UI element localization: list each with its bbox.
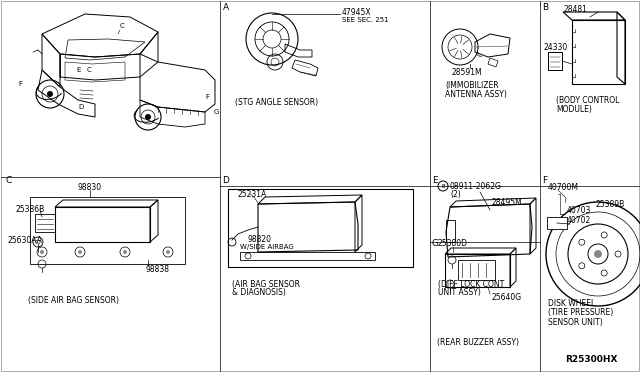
Text: (SIDE AIR BAG SENSOR): (SIDE AIR BAG SENSOR) bbox=[28, 295, 119, 305]
Text: L: L bbox=[476, 51, 479, 57]
Text: DISK WHEEL: DISK WHEEL bbox=[548, 299, 595, 308]
Text: 25231A: 25231A bbox=[237, 189, 266, 199]
Text: B: B bbox=[441, 183, 445, 189]
Text: & DIAGNOSIS): & DIAGNOSIS) bbox=[232, 289, 286, 298]
Text: 25380D: 25380D bbox=[437, 240, 467, 248]
Text: 98830: 98830 bbox=[78, 183, 102, 192]
Text: (IMMOBILIZER: (IMMOBILIZER bbox=[445, 80, 499, 90]
Text: F: F bbox=[542, 176, 547, 185]
Text: G: G bbox=[432, 240, 439, 248]
Text: D: D bbox=[222, 176, 229, 185]
Text: D: D bbox=[78, 104, 83, 110]
Text: F: F bbox=[205, 94, 209, 100]
Text: (2): (2) bbox=[450, 189, 461, 199]
Text: UNIT ASSY): UNIT ASSY) bbox=[438, 289, 481, 298]
Text: G: G bbox=[214, 109, 220, 115]
Text: (AIR BAG SENSOR: (AIR BAG SENSOR bbox=[232, 279, 300, 289]
Text: MODULE): MODULE) bbox=[556, 105, 592, 113]
Text: C: C bbox=[120, 23, 125, 29]
Text: C: C bbox=[87, 67, 92, 73]
Text: 25630AA: 25630AA bbox=[8, 235, 43, 244]
Text: R25300HX: R25300HX bbox=[565, 356, 618, 365]
Circle shape bbox=[145, 114, 151, 120]
Text: 25389B: 25389B bbox=[596, 199, 625, 208]
Circle shape bbox=[166, 250, 170, 254]
Text: 25386B: 25386B bbox=[15, 205, 44, 214]
Text: (REAR BUZZER ASSY): (REAR BUZZER ASSY) bbox=[437, 337, 519, 346]
Text: (BODY CONTROL: (BODY CONTROL bbox=[556, 96, 620, 105]
Text: 98820: 98820 bbox=[248, 234, 272, 244]
Text: SEE SEC. 251: SEE SEC. 251 bbox=[342, 17, 388, 23]
Text: 98838: 98838 bbox=[145, 266, 169, 275]
Text: 25640G: 25640G bbox=[492, 292, 522, 301]
Text: W/SIDE AIRBAG: W/SIDE AIRBAG bbox=[240, 244, 294, 250]
Text: E: E bbox=[432, 176, 438, 185]
Text: C: C bbox=[5, 176, 12, 185]
Circle shape bbox=[40, 250, 44, 254]
Text: (TIRE PRESSURE): (TIRE PRESSURE) bbox=[548, 308, 613, 317]
Text: 40702: 40702 bbox=[567, 215, 591, 224]
Text: B: B bbox=[542, 3, 548, 12]
Circle shape bbox=[594, 250, 602, 258]
Text: 47945X: 47945X bbox=[342, 7, 372, 16]
FancyBboxPatch shape bbox=[547, 217, 567, 229]
Text: A: A bbox=[223, 3, 229, 12]
Text: (STG ANGLE SENSOR): (STG ANGLE SENSOR) bbox=[235, 97, 318, 106]
Text: 40700M: 40700M bbox=[548, 183, 579, 192]
Text: 40703: 40703 bbox=[567, 205, 591, 215]
Circle shape bbox=[47, 91, 53, 97]
Text: 28591M: 28591M bbox=[452, 67, 483, 77]
Text: (DIFF LOCK CONT: (DIFF LOCK CONT bbox=[438, 279, 504, 289]
Circle shape bbox=[78, 250, 82, 254]
Text: E: E bbox=[76, 67, 81, 73]
Text: 28481: 28481 bbox=[563, 4, 587, 13]
Circle shape bbox=[123, 250, 127, 254]
Text: 08911-2062G: 08911-2062G bbox=[450, 182, 502, 190]
Text: 28495M: 28495M bbox=[492, 198, 523, 206]
Text: F: F bbox=[18, 81, 22, 87]
Text: ANTENNA ASSY): ANTENNA ASSY) bbox=[445, 90, 507, 99]
Text: SENSOR UNIT): SENSOR UNIT) bbox=[548, 317, 603, 327]
Text: 24330: 24330 bbox=[543, 42, 567, 51]
